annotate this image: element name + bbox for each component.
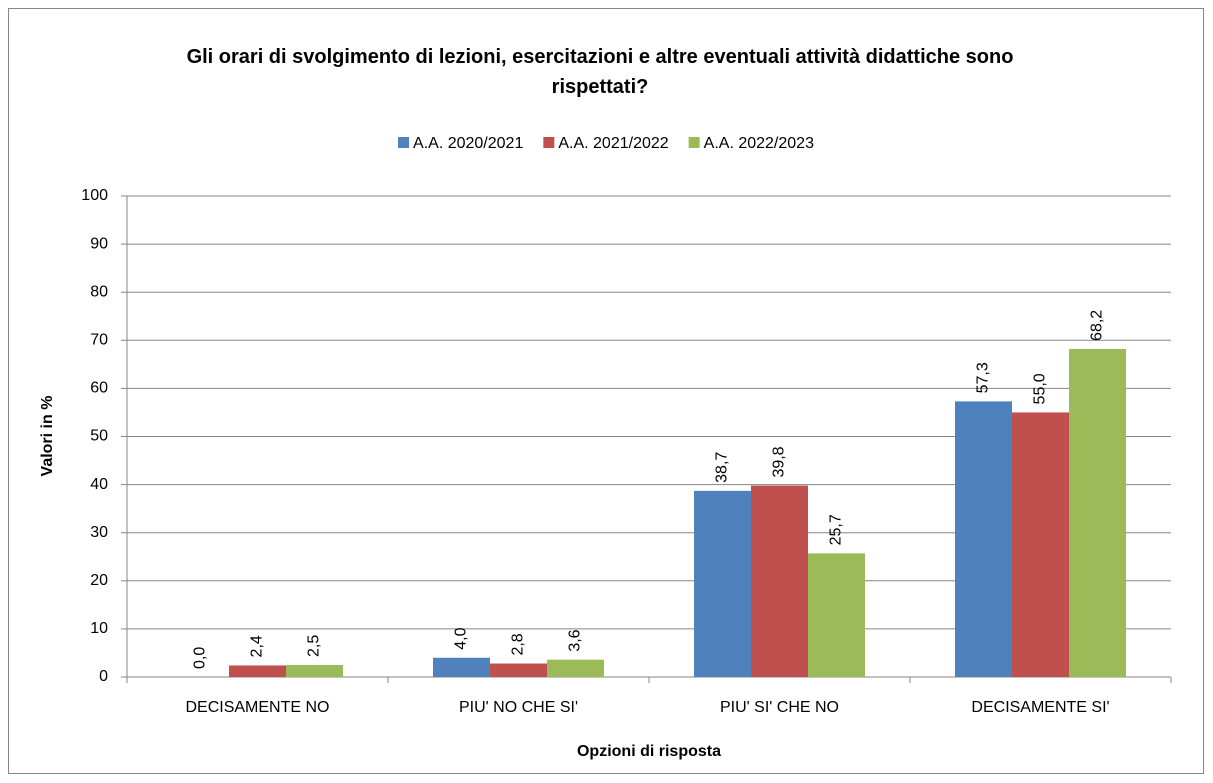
x-tick-label: DECISAMENTE SI' (971, 699, 1109, 716)
data-label: 2,4 (249, 635, 266, 657)
bar (229, 665, 286, 677)
bar (286, 664, 343, 677)
chart-frame (8, 8, 1204, 774)
y-tick-label: 40 (90, 476, 108, 493)
bar (1069, 348, 1126, 677)
data-label: 0,0 (192, 647, 209, 669)
data-label: 55,0 (1032, 373, 1049, 404)
data-label: 25,7 (828, 514, 845, 545)
data-label: 2,8 (510, 633, 527, 655)
bar (751, 485, 808, 677)
data-label: 68,2 (1089, 310, 1106, 341)
data-label: 2,5 (306, 635, 323, 657)
y-tick-label: 10 (90, 620, 108, 637)
data-label: 4,0 (453, 627, 470, 649)
data-label: 57,3 (975, 362, 992, 393)
legend-label: A.A. 2020/2021 (413, 135, 523, 152)
y-tick-label: 100 (81, 187, 108, 204)
legend-item: A.A. 2020/2021 (398, 135, 523, 152)
legend-label: A.A. 2022/2023 (704, 135, 814, 152)
data-label: 3,6 (567, 629, 584, 651)
legend-swatch (398, 137, 410, 148)
y-tick-label: 80 (90, 283, 108, 300)
x-tick-label: PIU' SI' CHE NO (720, 699, 839, 716)
y-tick-label: 90 (90, 235, 108, 252)
x-tick-label: DECISAMENTE NO (185, 699, 329, 716)
bar (1012, 412, 1069, 677)
y-tick-label: 30 (90, 524, 108, 541)
y-tick-label: 20 (90, 572, 108, 589)
bar (808, 553, 865, 677)
bar (547, 659, 604, 677)
legend-swatch (543, 137, 555, 148)
data-label: 38,7 (714, 452, 731, 483)
y-tick-label: 50 (90, 428, 108, 445)
y-tick-label: 70 (90, 332, 108, 349)
bar (694, 490, 751, 677)
bar (433, 657, 490, 677)
y-tick-label: 0 (99, 668, 108, 685)
x-axis-label: Opzioni di risposta (577, 743, 721, 760)
legend-item: A.A. 2021/2022 (543, 135, 669, 152)
legend-label: A.A. 2021/2022 (558, 135, 668, 152)
data-label: 39,8 (771, 446, 788, 477)
y-axis-label: Valori in % (39, 396, 56, 477)
bar (955, 401, 1012, 677)
y-tick-label: 60 (90, 380, 108, 397)
legend-item: A.A. 2022/2023 (688, 135, 814, 152)
legend-swatch (688, 137, 700, 148)
bar (490, 663, 547, 677)
chart-title: Gli orari di svolgimento di lezioni, ese… (186, 46, 1014, 98)
x-tick-label: PIU' NO CHE SI' (459, 699, 578, 716)
